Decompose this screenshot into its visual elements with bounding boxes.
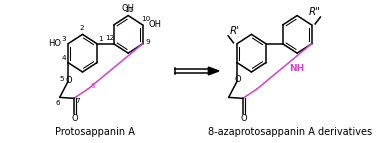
Text: HO: HO — [48, 39, 61, 48]
Polygon shape — [208, 67, 219, 75]
Text: 12: 12 — [105, 35, 115, 41]
Text: 8: 8 — [90, 83, 95, 89]
Text: 6: 6 — [56, 100, 60, 106]
Text: 4: 4 — [61, 55, 66, 61]
Text: 8-azaprotosappanin A derivatives: 8-azaprotosappanin A derivatives — [208, 127, 372, 137]
Text: O: O — [71, 114, 78, 123]
Text: 10: 10 — [142, 16, 151, 22]
Text: O: O — [235, 75, 241, 84]
Text: 3: 3 — [61, 36, 66, 42]
Text: 2: 2 — [79, 25, 84, 31]
Text: O: O — [240, 114, 247, 123]
Text: NH: NH — [289, 64, 304, 73]
Text: 7: 7 — [75, 98, 80, 104]
Text: R": R" — [308, 7, 320, 17]
Text: 9: 9 — [146, 39, 150, 45]
Text: OH: OH — [122, 4, 135, 13]
Text: OH: OH — [149, 20, 162, 29]
Text: R': R' — [229, 26, 239, 36]
Text: O: O — [66, 76, 72, 85]
Text: Protosappanin A: Protosappanin A — [55, 127, 135, 137]
Text: 1: 1 — [98, 36, 103, 42]
Text: 11: 11 — [124, 7, 134, 13]
Text: 5: 5 — [60, 76, 64, 82]
